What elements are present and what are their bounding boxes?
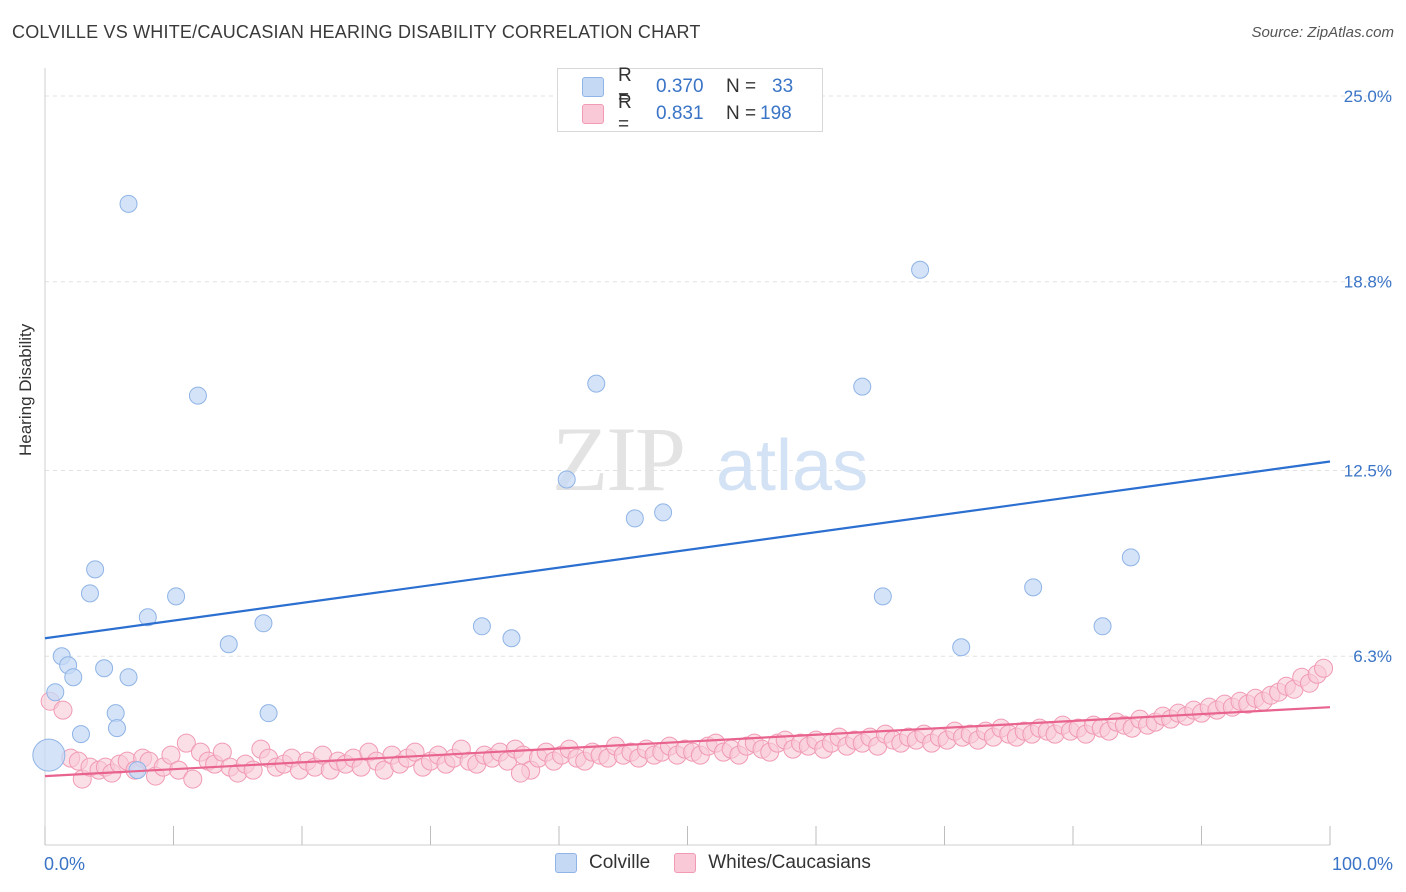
whites-trend-line: [44, 706, 1331, 778]
tick-labels: 6.3% 12.5% 18.8% 25.0% 0.0% 100.0%: [44, 87, 1393, 874]
r-label: R =: [618, 65, 632, 108]
watermark-zip: ZIP: [552, 408, 684, 510]
legend-item-whites[interactable]: Whites/Caucasians: [674, 852, 871, 874]
whites-point: [212, 742, 232, 762]
whites-points: [40, 658, 1334, 789]
colville-point: [138, 608, 157, 627]
trend-lines: [44, 460, 1331, 778]
colville-point: [557, 470, 576, 489]
y-tick-label: 25.0%: [1344, 87, 1392, 106]
colville-point: [46, 683, 65, 702]
colville-point: [587, 374, 606, 393]
y-axis-label: Hearing Disability: [16, 323, 35, 456]
colville-point: [1121, 548, 1140, 567]
colville-point: [502, 629, 521, 648]
colville-trend-line: [44, 460, 1331, 640]
y-tick-label: 18.8%: [1344, 273, 1392, 292]
colville-swatch: [582, 77, 604, 97]
colville-point: [259, 704, 278, 723]
y-tick-label: 6.3%: [1353, 647, 1392, 666]
colville-points: [32, 194, 1140, 780]
colville-point: [1024, 578, 1043, 597]
x-tick-label: 0.0%: [44, 854, 85, 874]
whites-point: [183, 769, 203, 789]
colville-point: [188, 386, 207, 405]
colville-point: [952, 638, 971, 657]
x-tick-label: 100.0%: [1332, 854, 1393, 874]
n-value: 33: [772, 76, 794, 97]
colville-point: [32, 738, 66, 772]
whites-point: [510, 763, 530, 783]
colville-point: [71, 725, 90, 744]
colville-point: [654, 503, 673, 522]
legend-row-colville: R = 0.370 N = 33: [582, 65, 794, 108]
grid-lines: [45, 95, 1392, 657]
n-value: 198: [760, 103, 792, 124]
colville-point: [254, 614, 273, 633]
r-value: 0.370: [656, 76, 704, 97]
colville-point: [873, 587, 892, 606]
series-legend: Colville Whites/Caucasians: [555, 852, 895, 874]
colville-point: [86, 560, 105, 579]
legend-item-colville[interactable]: Colville: [555, 852, 650, 874]
watermark: ZIP atlas: [552, 408, 868, 510]
y-tick-label: 12.5%: [1344, 461, 1392, 480]
legend-label: Colville: [589, 852, 651, 873]
colville-point: [911, 260, 930, 279]
n-label: N =: [726, 103, 757, 124]
whites-point: [161, 745, 181, 765]
colville-swatch: [555, 853, 577, 873]
legend-row-whites: R = 0.831 N = 198: [582, 92, 792, 135]
colville-point: [64, 668, 83, 687]
colville-point: [167, 587, 186, 606]
n-label: N =: [726, 76, 757, 97]
whites-swatch: [674, 853, 697, 873]
colville-point: [106, 704, 125, 723]
axes: [44, 68, 1331, 846]
colville-point: [1093, 617, 1112, 636]
whites-point: [1314, 658, 1334, 678]
colville-point: [853, 377, 872, 396]
colville-point: [625, 509, 644, 528]
colville-point: [95, 659, 114, 678]
whites-swatch: [582, 104, 604, 124]
colville-point: [119, 194, 138, 213]
colville-point: [80, 584, 99, 603]
colville-point: [219, 635, 238, 654]
r-label: R =: [618, 92, 632, 135]
correlation-legend: R = 0.370 N = 33 R = 0.831 N = 198: [557, 65, 823, 135]
colville-point: [107, 719, 126, 738]
watermark-atlas: atlas: [716, 426, 868, 506]
colville-point: [472, 617, 491, 636]
r-value: 0.831: [656, 103, 704, 124]
chart-title: COLVILLE VS WHITE/CAUCASIAN HEARING DISA…: [12, 22, 701, 42]
colville-point: [119, 668, 138, 687]
whites-point: [53, 700, 73, 720]
source-label: Source: ZipAtlas.com: [1251, 24, 1394, 41]
whites-point: [176, 733, 196, 753]
legend-label: Whites/Caucasians: [708, 852, 871, 873]
